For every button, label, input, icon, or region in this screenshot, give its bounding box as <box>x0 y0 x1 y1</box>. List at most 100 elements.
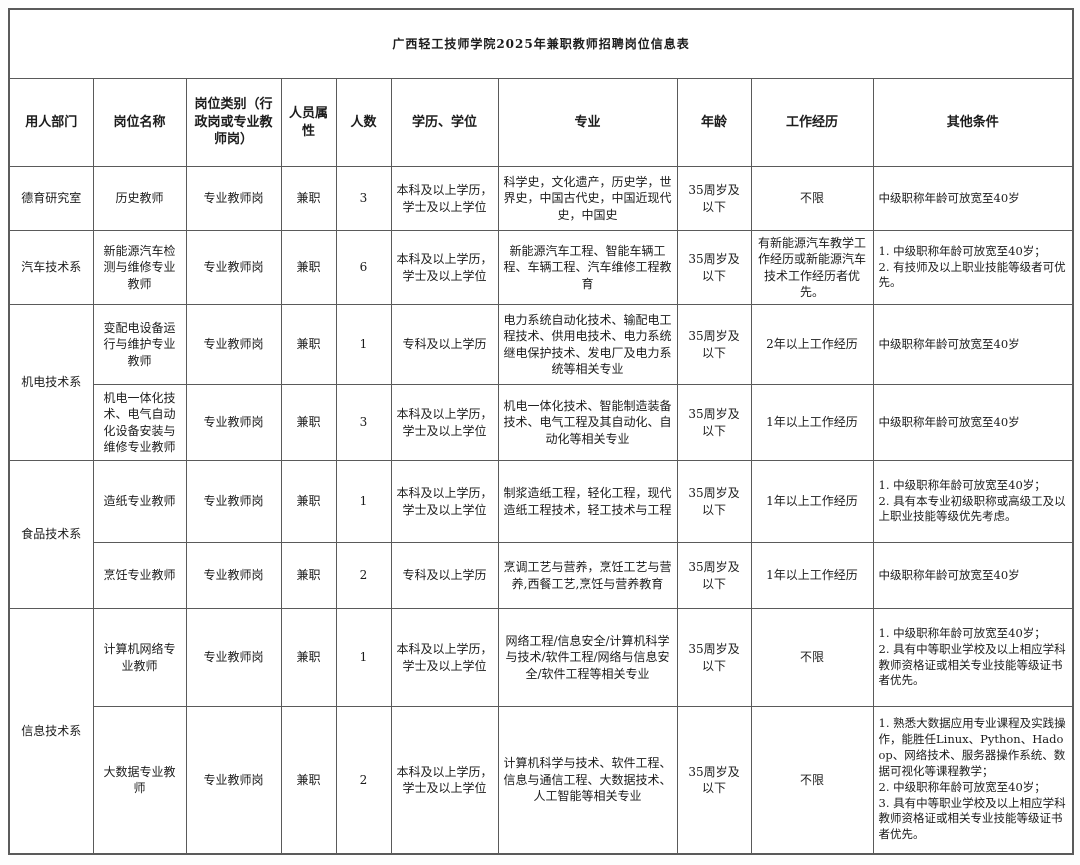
table-row: 信息技术系 计算机网络专业教师 专业教师岗 兼职 1 本科及以上学历，学士及以上学位 网络工… <box>8 608 1074 854</box>
cell-position: 造纸专业教师 <box>92 460 187 543</box>
cell-attribute: 兼职 <box>280 608 337 707</box>
cell-experience: 不限 <box>750 608 874 707</box>
cell-category: 专业教师岗 <box>185 304 282 385</box>
cell-experience: 1年以上工作经历 <box>750 384 874 461</box>
cell-age: 35周岁及以下 <box>676 608 752 707</box>
cell-age: 35周岁及以下 <box>676 384 752 461</box>
cell-major: 电力系统自动化技术、输配电工程技术、供用电技术、电力系统继电保护技术、发电厂及电… <box>497 304 678 385</box>
cell-count: 3 <box>335 384 392 461</box>
cell-education: 本科及以上学历，学士及以上学位 <box>390 230 499 305</box>
cell-other: 1. 中级职称年龄可放宽至40岁； 2. 具有本专业初级职称或高级工及以上职业技… <box>872 460 1074 543</box>
cell-education: 本科及以上学历，学士及以上学位 <box>390 384 499 461</box>
cell-position: 新能源汽车检测与维修专业教师 <box>92 230 187 305</box>
cell-category: 专业教师岗 <box>185 542 282 609</box>
cell-position: 大数据专业教师 <box>92 706 187 854</box>
cell-attribute: 兼职 <box>280 460 337 543</box>
cell-count: 3 <box>335 166 392 231</box>
cell-department: 食品技术系 <box>8 460 94 609</box>
cell-category: 专业教师岗 <box>185 230 282 305</box>
cell-other: 1. 熟悉大数据应用专业课程及实践操作，能胜任Linux、Python、Hado… <box>872 706 1074 854</box>
column-header-other: 其他条件 <box>872 78 1074 167</box>
cell-major: 科学史，文化遗产，历史学，世界史，中国古代史，中国近现代史，中国史 <box>497 166 678 231</box>
cell-experience: 有新能源汽车教学工作经历或新能源汽车技术工作经历者优先。 <box>750 230 874 305</box>
cell-other: 中级职称年龄可放宽至40岁 <box>872 304 1074 385</box>
cell-category: 专业教师岗 <box>185 166 282 231</box>
cell-attribute: 兼职 <box>280 304 337 385</box>
column-header-department: 用人部门 <box>8 78 94 167</box>
cell-major: 新能源汽车工程、智能车辆工程、车辆工程、汽车维修工程教育 <box>497 230 678 305</box>
recruitment-table: 广西轻工技师学院2025年兼职教师招聘岗位信息表 用人部门 岗位名称 岗位类别（行政… <box>8 8 1075 855</box>
column-header-count: 人数 <box>335 78 392 167</box>
cell-category: 专业教师岗 <box>185 608 282 707</box>
cell-count: 2 <box>335 542 392 609</box>
cell-other: 1. 中级职称年龄可放宽至40岁； 2. 有技师及以上职业技能等级者可优先。 <box>872 230 1074 305</box>
column-header-category: 岗位类别（行政岗或专业教师岗） <box>185 78 282 167</box>
cell-education: 本科及以上学历，学士及以上学位 <box>390 460 499 543</box>
column-header-attribute: 人员属性 <box>280 78 337 167</box>
table-row: 烹饪专业教师 专业教师岗 兼职 2 专科及以上学历 烹调工艺与营养，烹饪工艺与营养,西餐工… <box>9 542 1074 609</box>
column-header-education: 学历、学位 <box>390 78 499 167</box>
cell-age: 35周岁及以下 <box>676 230 752 305</box>
cell-position: 变配电设备运行与维护专业教师 <box>92 304 187 385</box>
cell-attribute: 兼职 <box>280 230 337 305</box>
table-row: 汽车技术系 新能源汽车检测与维修专业教师 专业教师岗 兼职 6 本科及以上学历，学士及以上… <box>8 230 1074 305</box>
column-header-major: 专业 <box>497 78 678 167</box>
cell-other: 中级职称年龄可放宽至40岁 <box>872 542 1074 609</box>
cell-other: 1. 中级职称年龄可放宽至40岁； 2. 具有中等职业学校及以上相应学科教师资格… <box>872 608 1074 707</box>
cell-other: 中级职称年龄可放宽至40岁 <box>872 384 1074 461</box>
cell-position: 机电一体化技术、电气自动化设备安装与维修专业教师 <box>92 384 187 461</box>
cell-position: 历史教师 <box>92 166 187 231</box>
cell-count: 1 <box>335 460 392 543</box>
cell-education: 本科及以上学历，学士及以上学位 <box>390 706 499 854</box>
cell-age: 35周岁及以下 <box>676 460 752 543</box>
cell-attribute: 兼职 <box>280 542 337 609</box>
cell-age: 35周岁及以下 <box>676 706 752 854</box>
cell-experience: 不限 <box>750 166 874 231</box>
cell-major: 烹调工艺与营养，烹饪工艺与营养,西餐工艺,烹饪与营养教育 <box>497 542 678 609</box>
cell-department: 信息技术系 <box>8 608 94 854</box>
cell-count: 1 <box>335 608 392 707</box>
cell-position: 烹饪专业教师 <box>92 542 187 609</box>
table-row: 德育研究室 历史教师 专业教师岗 兼职 3 本科及以上学历，学士及以上学位 科学史，文化遗产… <box>8 166 1074 231</box>
cell-category: 专业教师岗 <box>185 460 282 543</box>
title-row: 广西轻工技师学院2025年兼职教师招聘岗位信息表 <box>8 8 1074 79</box>
cell-major: 网络工程/信息安全/计算机科学与技术/软件工程/网络与信息安全/软件工程等相关专… <box>497 608 678 707</box>
cell-major: 制浆造纸工程，轻化工程，现代造纸工程技术，轻工技术与工程 <box>497 460 678 543</box>
cell-experience: 1年以上工作经历 <box>750 542 874 609</box>
cell-category: 专业教师岗 <box>185 384 282 461</box>
cell-major: 机电一体化技术、智能制造装备技术、电气工程及其自动化、自动化等相关专业 <box>497 384 678 461</box>
cell-education: 本科及以上学历，学士及以上学位 <box>390 166 499 231</box>
cell-department: 德育研究室 <box>8 166 94 231</box>
cell-education: 本科及以上学历，学士及以上学位 <box>390 608 499 707</box>
cell-age: 35周岁及以下 <box>676 304 752 385</box>
cell-count: 2 <box>335 706 392 854</box>
column-header-experience: 工作经历 <box>750 78 874 167</box>
cell-attribute: 兼职 <box>280 706 337 854</box>
cell-count: 1 <box>335 304 392 385</box>
table-row: 大数据专业教师 专业教师岗 兼职 2 本科及以上学历，学士及以上学位 计算机科学与技术、软… <box>9 706 1074 854</box>
cell-age: 35周岁及以下 <box>676 542 752 609</box>
cell-position: 计算机网络专业教师 <box>92 608 187 707</box>
cell-attribute: 兼职 <box>280 166 337 231</box>
cell-education: 专科及以上学历 <box>390 542 499 609</box>
cell-experience: 2年以上工作经历 <box>750 304 874 385</box>
table-row: 食品技术系 造纸专业教师 专业教师岗 兼职 1 本科及以上学历，学士及以上学位 制浆造纸工程… <box>8 460 1074 609</box>
table-row: 机电技术系 变配电设备运行与维护专业教师 专业教师岗 兼职 1 专科及以上学历 电力系统自动… <box>8 304 1074 461</box>
page-title: 广西轻工技师学院2025年兼职教师招聘岗位信息表 <box>8 8 1074 79</box>
cell-count: 6 <box>335 230 392 305</box>
column-header-age: 年龄 <box>676 78 752 167</box>
cell-attribute: 兼职 <box>280 384 337 461</box>
table-row: 机电一体化技术、电气自动化设备安装与维修专业教师 专业教师岗 兼职 3 本科及以上学历，… <box>9 384 1074 461</box>
cell-education: 专科及以上学历 <box>390 304 499 385</box>
cell-age: 35周岁及以下 <box>676 166 752 231</box>
table-header-row: 用人部门 岗位名称 岗位类别（行政岗或专业教师岗） 人员属性 人数 学历、学位 专业 年龄 工作… <box>8 78 1074 167</box>
cell-category: 专业教师岗 <box>185 706 282 854</box>
cell-other: 中级职称年龄可放宽至40岁 <box>872 166 1074 231</box>
column-header-position: 岗位名称 <box>92 78 187 167</box>
cell-department: 汽车技术系 <box>8 230 94 305</box>
cell-experience: 不限 <box>750 706 874 854</box>
cell-department: 机电技术系 <box>8 304 94 461</box>
cell-experience: 1年以上工作经历 <box>750 460 874 543</box>
cell-major: 计算机科学与技术、软件工程、信息与通信工程、大数据技术、人工智能等相关专业 <box>497 706 678 854</box>
